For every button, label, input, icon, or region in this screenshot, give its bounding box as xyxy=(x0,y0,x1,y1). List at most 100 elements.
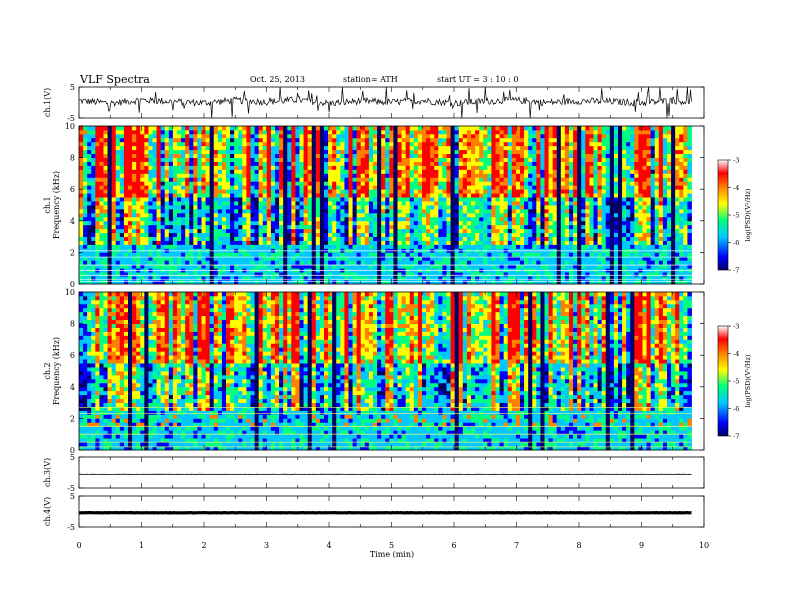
spectrogram-cell xyxy=(454,220,460,226)
spectrogram-cell xyxy=(83,205,88,210)
spectrogram-cell xyxy=(136,137,141,143)
spectrogram-cell xyxy=(91,197,96,202)
spectrogram-cell xyxy=(181,173,186,178)
spectrogram-cell xyxy=(454,189,460,194)
spectrogram-cell xyxy=(238,185,243,190)
spectrogram-cell xyxy=(524,185,529,190)
spectrogram-cell xyxy=(573,256,578,261)
spectrogram-cell xyxy=(132,208,137,214)
spectrogram-cell xyxy=(213,252,219,257)
spectrogram-cell xyxy=(520,165,525,170)
spectrogram-cell xyxy=(450,161,456,166)
spectrogram-cell xyxy=(540,177,545,182)
spectrogram-cell xyxy=(172,161,178,166)
spectrogram-cell xyxy=(446,185,451,190)
spectrogram-cell xyxy=(140,161,145,166)
spectrogram-cell xyxy=(328,165,333,170)
spectrogram-cell xyxy=(479,280,484,285)
spectrogram-cell xyxy=(491,161,496,166)
spectrogram-cell xyxy=(356,173,362,178)
spectrogram-cell xyxy=(205,260,211,265)
spectrogram-cell xyxy=(401,272,407,277)
spectrogram-cell xyxy=(581,201,586,206)
spectrogram-cell xyxy=(307,169,313,174)
spectrogram-cell xyxy=(569,149,574,155)
spectrogram-cell xyxy=(344,228,349,234)
spectrogram-cell xyxy=(311,173,317,178)
spectrogram-cell xyxy=(299,220,304,226)
spectrogram-cell xyxy=(107,236,113,241)
spectrogram-cell xyxy=(520,145,525,151)
spectrogram-cell xyxy=(230,157,235,162)
spectrogram-cell xyxy=(217,189,223,194)
spectrogram-cell xyxy=(499,133,505,139)
spectrogram-cell xyxy=(111,220,117,226)
spectrogram-cell xyxy=(230,264,235,269)
spectrogram-cell xyxy=(197,236,202,241)
spectrogram-cell xyxy=(144,264,149,269)
spectrogram-cell xyxy=(515,212,521,218)
spectrogram-cell xyxy=(528,149,533,155)
spectrogram-cell xyxy=(495,260,500,265)
spectrogram-cell xyxy=(136,220,141,226)
spectrogram-cell xyxy=(115,137,121,143)
spectrogram-cell xyxy=(83,220,88,226)
spectrogram-cell xyxy=(524,177,529,182)
spectrogram-cell xyxy=(315,236,321,241)
spectrogram-cell xyxy=(491,137,496,143)
spectrogram-cell xyxy=(226,126,231,131)
spectrogram-cell xyxy=(226,133,231,139)
spectrogram-cell xyxy=(140,264,145,269)
spectrogram-cell xyxy=(209,236,215,241)
spectrogram-cell xyxy=(544,224,549,230)
spectrogram-cell xyxy=(177,161,182,166)
spectrogram-cell xyxy=(311,280,317,285)
spectrogram-cell xyxy=(332,177,337,182)
spectrogram-cell xyxy=(409,157,415,162)
spectrogram-cell xyxy=(193,224,198,230)
spectrogram-cell xyxy=(564,173,570,178)
spectrogram-cell xyxy=(417,205,423,210)
spectrogram-cell xyxy=(234,208,239,214)
spectrogram-cell xyxy=(87,189,92,194)
spectrogram-cell xyxy=(389,173,394,178)
spectrogram-cell xyxy=(450,220,456,226)
spectrogram-cell xyxy=(242,205,247,210)
spectrogram-cell xyxy=(454,177,460,182)
spectrogram-cell xyxy=(548,133,554,139)
spectrogram-cell xyxy=(156,197,162,202)
spectrogram-cell xyxy=(507,177,513,182)
spectrogram-cell xyxy=(511,141,517,147)
spectrogram-cell xyxy=(164,201,170,206)
spectrogram-cell xyxy=(185,205,190,210)
spectrogram-cell xyxy=(536,185,541,190)
spectrogram-cell xyxy=(511,185,517,190)
spectrogram-cell xyxy=(319,165,325,170)
spectrogram-cell xyxy=(434,256,439,261)
spectrogram-cell xyxy=(450,272,456,277)
spectrogram-cell xyxy=(344,276,349,281)
spectrogram-cell xyxy=(569,236,574,241)
spectrogram-cell xyxy=(446,129,451,135)
spectrogram-cell xyxy=(324,185,329,190)
spectrogram-cell xyxy=(401,169,407,174)
spectrogram-cell xyxy=(475,216,480,222)
spectrogram-cell xyxy=(226,165,231,170)
spectrogram-cell xyxy=(315,185,321,190)
spectrogram-cell xyxy=(307,205,313,210)
spectrogram-cell xyxy=(226,272,231,277)
spectrogram-cell xyxy=(144,208,149,214)
spectrogram-cell xyxy=(573,240,578,245)
spectrogram-cell xyxy=(275,197,280,202)
spectrogram-cell xyxy=(438,205,443,210)
spectrogram-cell xyxy=(262,169,268,174)
spectrogram-cell xyxy=(499,181,505,186)
spectrogram-cell xyxy=(83,126,88,131)
spectrogram-cell xyxy=(520,276,525,281)
spectrogram-cell xyxy=(556,256,562,261)
spectrogram-cell xyxy=(87,197,92,202)
spectrogram-cell xyxy=(401,173,407,178)
spectrogram-cell xyxy=(405,165,411,170)
spectrogram-cell xyxy=(315,220,321,226)
spectrogram-cell xyxy=(83,264,88,269)
